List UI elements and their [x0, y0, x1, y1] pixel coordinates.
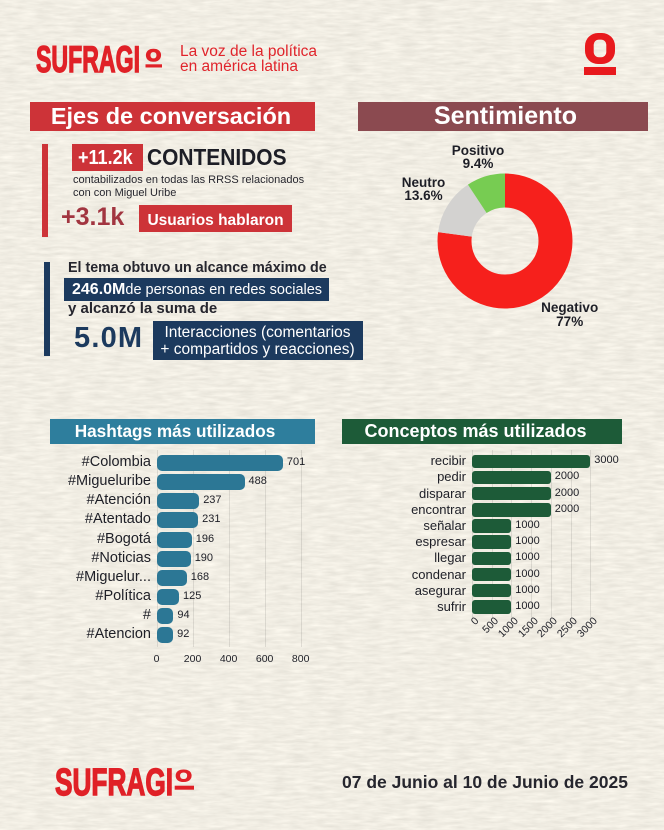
svg-text:O: O — [146, 47, 161, 65]
svg-text:O: O — [176, 767, 192, 786]
svg-text:SUFRAGI: SUFRAGI — [36, 40, 140, 80]
svg-text:SUFRAGI: SUFRAGI — [55, 763, 173, 804]
